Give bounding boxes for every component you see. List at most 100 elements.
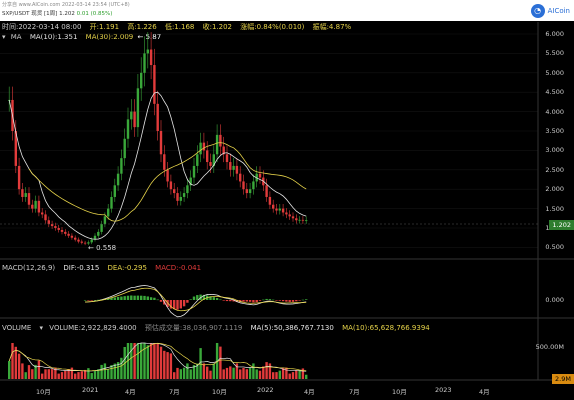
- candle-body: [83, 242, 87, 244]
- ma10-value: MA(10):1.351: [29, 33, 78, 41]
- volume-bar: [37, 360, 41, 379]
- candle-body: [149, 49, 153, 66]
- price-axis-label: 4.500: [545, 88, 564, 97]
- volume-bar: [192, 365, 196, 379]
- candle-body: [107, 208, 110, 217]
- volume-bar: [140, 343, 143, 379]
- volume-bar: [219, 346, 222, 379]
- aicoin-logo: ◔ AICoin: [530, 2, 570, 19]
- volume-bar: [186, 363, 189, 379]
- macd-bar: [126, 295, 130, 300]
- macd-bar: [146, 296, 149, 300]
- candle-body: [31, 204, 34, 209]
- macd-legend[interactable]: MACD(12,26,9) DIF:-0.315 DEA:-0.295 MACD…: [2, 264, 207, 272]
- volume-bar: [301, 368, 305, 379]
- time-axis-label: 4月: [479, 388, 490, 396]
- candle-body: [153, 65, 156, 104]
- macd-bar: [110, 297, 113, 300]
- candle-body: [140, 72, 143, 89]
- volume-bar: [239, 369, 242, 379]
- macd-bar: [159, 300, 163, 302]
- macd-bar: [120, 296, 123, 300]
- candle-body: [67, 233, 70, 236]
- price-axis-label: 3.000: [545, 146, 564, 155]
- info-amplitude: 振幅:4.87%: [312, 23, 352, 31]
- volume-bar: [272, 372, 275, 379]
- symbol-line: SXP/USDT 现货 [1周] 1.202 0.01 (0.85%): [2, 9, 112, 17]
- candle-body: [87, 242, 90, 244]
- macd-bar: [265, 298, 268, 300]
- macd-bar: [285, 300, 288, 302]
- macd-bar: [116, 296, 120, 300]
- candle-body: [110, 196, 113, 209]
- macd-bar: [143, 295, 146, 300]
- time-axis-label: 4月: [125, 388, 136, 396]
- volume-bar: [143, 343, 146, 379]
- macd-bar: [166, 300, 169, 307]
- candle-body: [295, 218, 298, 221]
- macd-histogram: [83, 294, 308, 310]
- candle-body: [229, 162, 232, 170]
- volume-bar: [67, 369, 70, 379]
- aicoin-logo-icon: ◔: [530, 3, 545, 18]
- candle-body: [301, 219, 305, 221]
- candle-body: [77, 239, 80, 242]
- volume-bar: [242, 367, 245, 379]
- time-axis-label: 7月: [349, 388, 360, 396]
- volume-bar: [146, 345, 149, 379]
- macd-bar: [248, 300, 252, 302]
- candle-body: [24, 193, 27, 197]
- volume-bar: [74, 373, 77, 379]
- volume-bar: [179, 369, 182, 379]
- candle-body: [116, 173, 120, 186]
- candle-body: [169, 181, 173, 190]
- candle-body: [189, 177, 192, 186]
- volume-bar: [87, 368, 90, 379]
- volume-bar: [235, 363, 239, 379]
- candle-body: [50, 224, 54, 227]
- macd-dea: DEA:-0.295: [107, 264, 147, 272]
- candle-body: [202, 142, 206, 151]
- candle-body: [179, 196, 182, 201]
- volume-ma10-line: [8, 342, 307, 372]
- volume-legend[interactable]: VOLUME ▾ VOLUME:2,922,829.4000 预估成交量:38,…: [2, 323, 436, 333]
- macd-bar: [97, 299, 100, 301]
- ma-legend[interactable]: ▾ MA MA(10):1.351 MA(30):2.009 ← 5.87: [2, 33, 167, 41]
- macd-bar: [235, 300, 239, 303]
- price-axis-label: 2.000: [545, 185, 564, 194]
- volume-bar: [222, 369, 225, 379]
- candle-body: [222, 146, 225, 155]
- macd-bar: [169, 300, 173, 309]
- macd-bar: [182, 300, 186, 307]
- volume-bar: [47, 369, 50, 379]
- volume-bars: [8, 343, 308, 379]
- volume-bar: [166, 352, 169, 379]
- macd-bar: [196, 295, 199, 300]
- candle-body: [268, 196, 272, 205]
- price-axis-label: 4.000: [545, 107, 564, 116]
- caret-down-icon[interactable]: ▾: [2, 33, 6, 41]
- macd-bar: [281, 300, 285, 302]
- candle-body: [41, 212, 44, 215]
- candle-body: [225, 154, 229, 163]
- macd-bar: [209, 296, 212, 300]
- volume-bar: [50, 369, 54, 379]
- macd-bar: [173, 300, 176, 310]
- candle-body: [235, 165, 239, 174]
- symbol-change: 0.01 (0.85%): [76, 11, 113, 17]
- volume-bar: [265, 362, 268, 379]
- candle-body: [182, 193, 186, 197]
- caret-down-icon[interactable]: ▾: [39, 324, 44, 332]
- candle-body: [60, 229, 64, 232]
- candle-body: [278, 208, 281, 211]
- price-gridlines: [0, 33, 538, 248]
- macd-bar: [186, 300, 189, 303]
- volume-bar: [153, 343, 156, 379]
- price-axis-label: 6.000: [545, 30, 564, 38]
- candle-body: [143, 53, 146, 73]
- volume-bar: [110, 365, 113, 379]
- candle-body: [123, 138, 126, 159]
- macd-bar: [275, 300, 278, 301]
- macd-bar: [219, 299, 222, 301]
